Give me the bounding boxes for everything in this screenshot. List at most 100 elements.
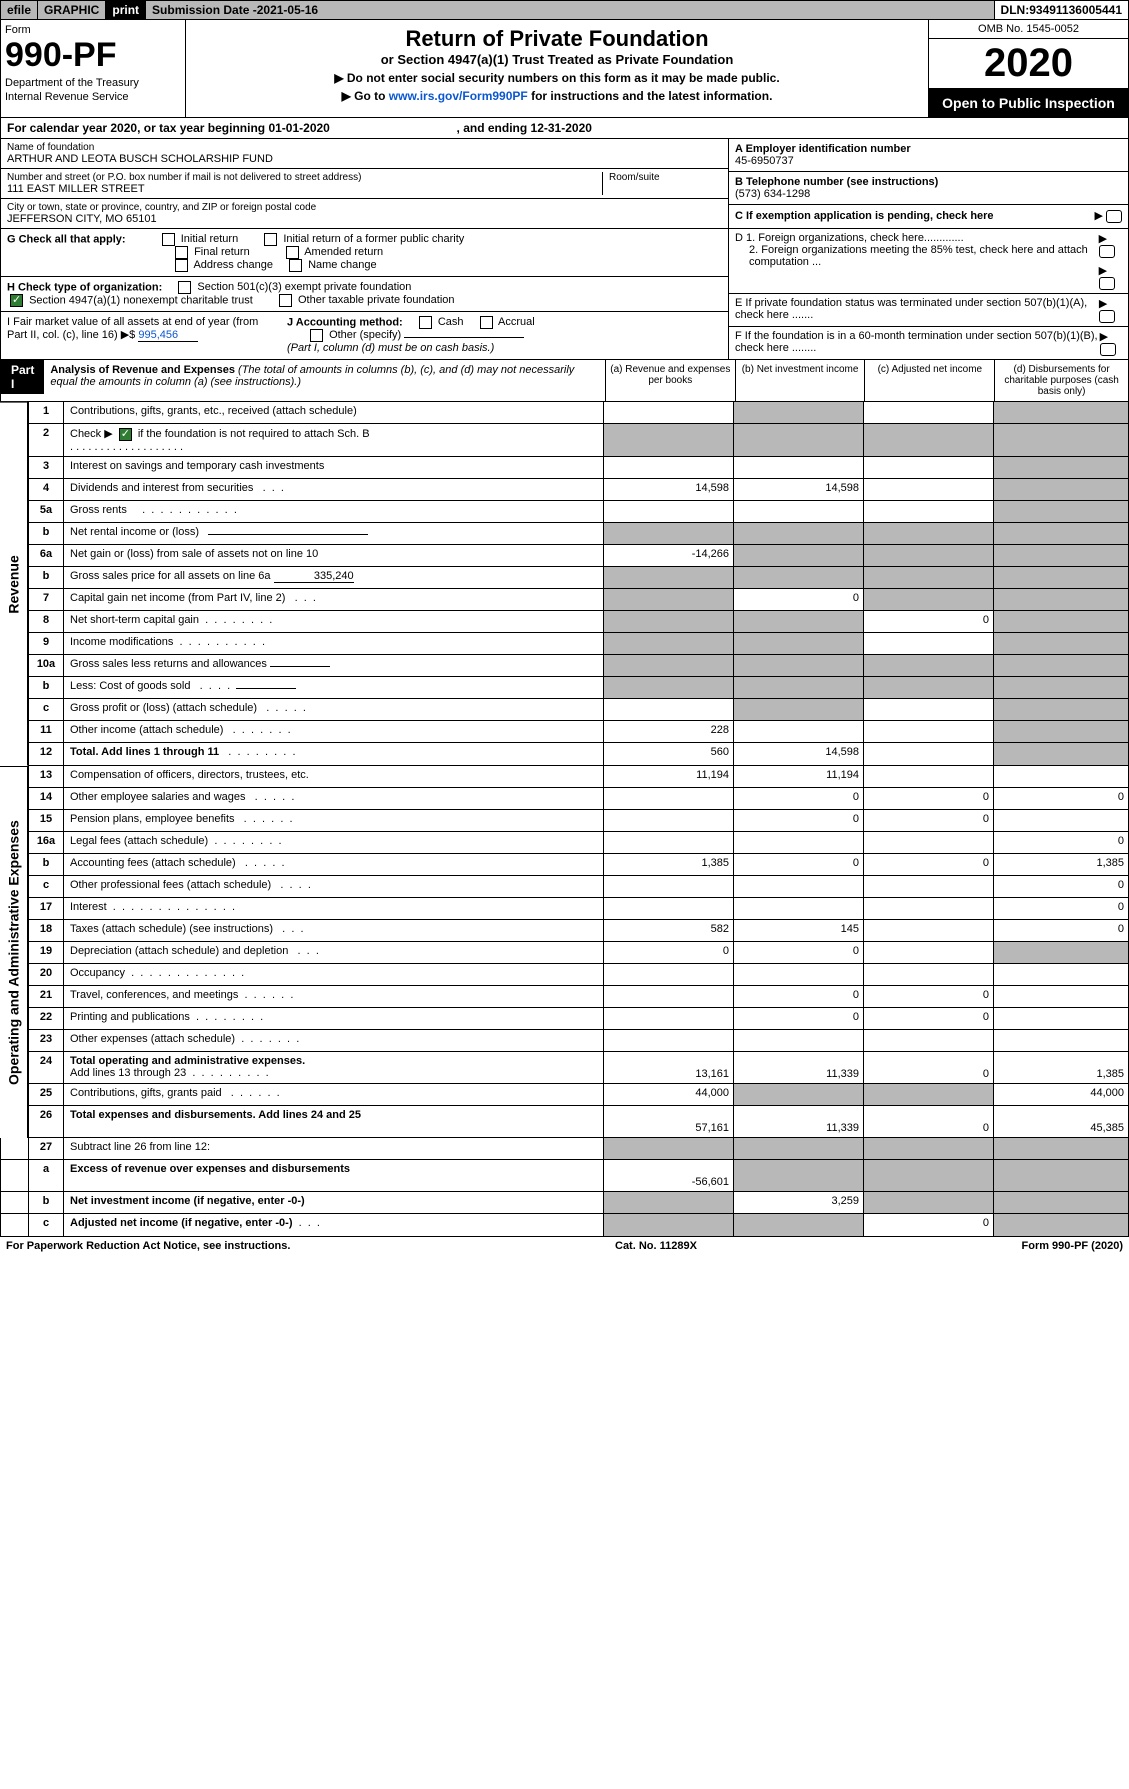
val-16b-d: 1,385: [994, 854, 1128, 875]
line-20: Occupancy . . . . . . . . . . . . .: [64, 964, 604, 985]
line-22: Printing and publications . . . . . . . …: [64, 1008, 604, 1029]
line-25: Contributions, gifts, grants paid . . . …: [64, 1084, 604, 1105]
instr2-pre: ▶ Go to: [342, 89, 389, 103]
line-17: Interest . . . . . . . . . . . . . .: [64, 898, 604, 919]
tax-year: 2020: [929, 39, 1128, 89]
f-checkbox[interactable]: [1100, 343, 1116, 356]
fmv-value[interactable]: 995,456: [138, 329, 198, 342]
val-25d: 44,000: [994, 1084, 1128, 1105]
val-26d: 45,385: [994, 1106, 1128, 1137]
val-4a: 14,598: [604, 479, 734, 500]
info-right: A Employer identification number 45-6950…: [728, 139, 1128, 228]
line-27: Subtract line 26 from line 12:: [64, 1138, 604, 1159]
val-22b: 0: [734, 1008, 864, 1029]
j-cash-checkbox[interactable]: [419, 316, 432, 329]
h-other-checkbox[interactable]: [279, 294, 292, 307]
header-left: Form 990-PF Department of the Treasury I…: [1, 20, 186, 117]
line-11: Other income (attach schedule) . . . . .…: [64, 721, 604, 742]
name-label: Name of foundation: [7, 142, 722, 153]
val-16b-a: 1,385: [604, 854, 734, 875]
line-10c: Gross profit or (loss) (attach schedule)…: [64, 699, 604, 720]
line-14: Other employee salaries and wages . . . …: [64, 788, 604, 809]
calyear-mid: , and ending: [457, 121, 531, 135]
part1-title: Analysis of Revenue and Expenses: [50, 364, 235, 376]
info-grid: Name of foundation ARTHUR AND LEOTA BUSC…: [0, 139, 1129, 229]
f-cell: F If the foundation is in a 60-month ter…: [729, 327, 1128, 359]
val-18a: 582: [604, 920, 734, 941]
graphic-label: GRAPHIC: [38, 1, 106, 19]
subdate-label: Submission Date -: [152, 3, 257, 17]
ein-cell: A Employer identification number 45-6950…: [729, 139, 1128, 172]
e-checkbox[interactable]: [1099, 310, 1115, 323]
c-checkbox[interactable]: [1106, 210, 1122, 223]
h-501c3-checkbox[interactable]: [178, 281, 191, 294]
header-right: OMB No. 1545-0052 2020 Open to Public In…: [928, 20, 1128, 117]
phone-label: B Telephone number (see instructions): [735, 176, 1122, 188]
val-26a: 57,161: [604, 1106, 734, 1137]
g-addr: Address change: [193, 259, 273, 271]
section-g-h: G Check all that apply: Initial return I…: [0, 229, 1129, 360]
calendar-year-row: For calendar year 2020, or tax year begi…: [0, 118, 1129, 139]
g-final-checkbox[interactable]: [175, 246, 188, 259]
top-bar: efile GRAPHIC print Submission Date - 20…: [0, 0, 1129, 20]
h-4947: Section 4947(a)(1) nonexempt charitable …: [29, 294, 253, 306]
line-23: Other expenses (attach schedule) . . . .…: [64, 1030, 604, 1051]
g-name-checkbox[interactable]: [289, 259, 302, 272]
instr2-post: for instructions and the latest informat…: [531, 89, 772, 103]
line-15: Pension plans, employee benefits . . . .…: [64, 810, 604, 831]
instr-1: ▶ Do not enter social security numbers o…: [192, 71, 922, 85]
val-27c: 0: [864, 1214, 994, 1236]
i-j-row: I Fair market value of all assets at end…: [1, 312, 728, 358]
street-address: 111 EAST MILLER STREET: [7, 183, 602, 195]
j-other: Other (specify): [329, 329, 401, 341]
d1-checkbox[interactable]: [1099, 245, 1115, 258]
j-other-checkbox[interactable]: [310, 329, 323, 342]
val-24a: 13,161: [604, 1052, 734, 1083]
val-13a: 11,194: [604, 766, 734, 787]
exemption-cell: C If exemption application is pending, c…: [729, 205, 1128, 227]
line2-checkbox[interactable]: [119, 428, 132, 441]
g-addr-checkbox[interactable]: [175, 259, 188, 272]
line-27c: Adjusted net income (if negative, enter …: [64, 1214, 604, 1236]
e-label: E If private foundation status was termi…: [735, 297, 1099, 323]
j-accrual-checkbox[interactable]: [480, 316, 493, 329]
dln-value: 93491136005441: [1029, 3, 1122, 17]
header-mid: Return of Private Foundation or Section …: [186, 20, 928, 117]
phone-cell: B Telephone number (see instructions) (5…: [729, 172, 1128, 205]
val-11a: 228: [604, 721, 734, 742]
instr-link[interactable]: www.irs.gov/Form990PF: [389, 89, 528, 103]
part1-header-row: Part I Analysis of Revenue and Expenses …: [0, 360, 1129, 402]
city-cell: City or town, state or province, country…: [1, 199, 728, 228]
g-former-checkbox[interactable]: [264, 233, 277, 246]
d2-label: 2. Foreign organizations meeting the 85%…: [735, 244, 1099, 268]
dln: DLN: 93491136005441: [995, 1, 1128, 19]
val-18d: 0: [994, 920, 1128, 941]
footer-mid: Cat. No. 11289X: [615, 1240, 697, 1252]
val-4b: 14,598: [734, 479, 864, 500]
col-b-header: (b) Net investment income: [735, 360, 865, 401]
line-10b: Less: Cost of goods sold . . . .: [64, 677, 604, 698]
g-name: Name change: [308, 259, 377, 271]
line-3: Interest on savings and temporary cash i…: [64, 457, 604, 478]
line-21: Travel, conferences, and meetings . . . …: [64, 986, 604, 1007]
city-label: City or town, state or province, country…: [7, 202, 722, 213]
print-button[interactable]: print: [106, 1, 146, 19]
h-4947-checkbox[interactable]: [10, 294, 23, 307]
val-22c: 0: [864, 1008, 994, 1029]
g-amended: Amended return: [304, 246, 383, 258]
val-6a: -14,266: [604, 545, 734, 566]
h-label: H Check type of organization:: [7, 281, 162, 293]
irs-label: Internal Revenue Service: [5, 91, 181, 103]
line-13: Compensation of officers, directors, tru…: [64, 766, 604, 787]
d2-checkbox[interactable]: [1099, 277, 1115, 290]
g-former: Initial return of a former public charit…: [283, 233, 464, 245]
line-9: Income modifications . . . . . . . . . .: [64, 633, 604, 654]
g-amended-checkbox[interactable]: [286, 246, 299, 259]
val-24d: 1,385: [994, 1052, 1128, 1083]
g-label: G Check all that apply:: [7, 233, 126, 245]
phone-value: (573) 634-1298: [735, 188, 1122, 200]
g-initial-checkbox[interactable]: [162, 233, 175, 246]
val-24c: 0: [864, 1052, 994, 1083]
line-5b: Net rental income or (loss): [64, 523, 604, 544]
form-title: Return of Private Foundation: [192, 26, 922, 52]
